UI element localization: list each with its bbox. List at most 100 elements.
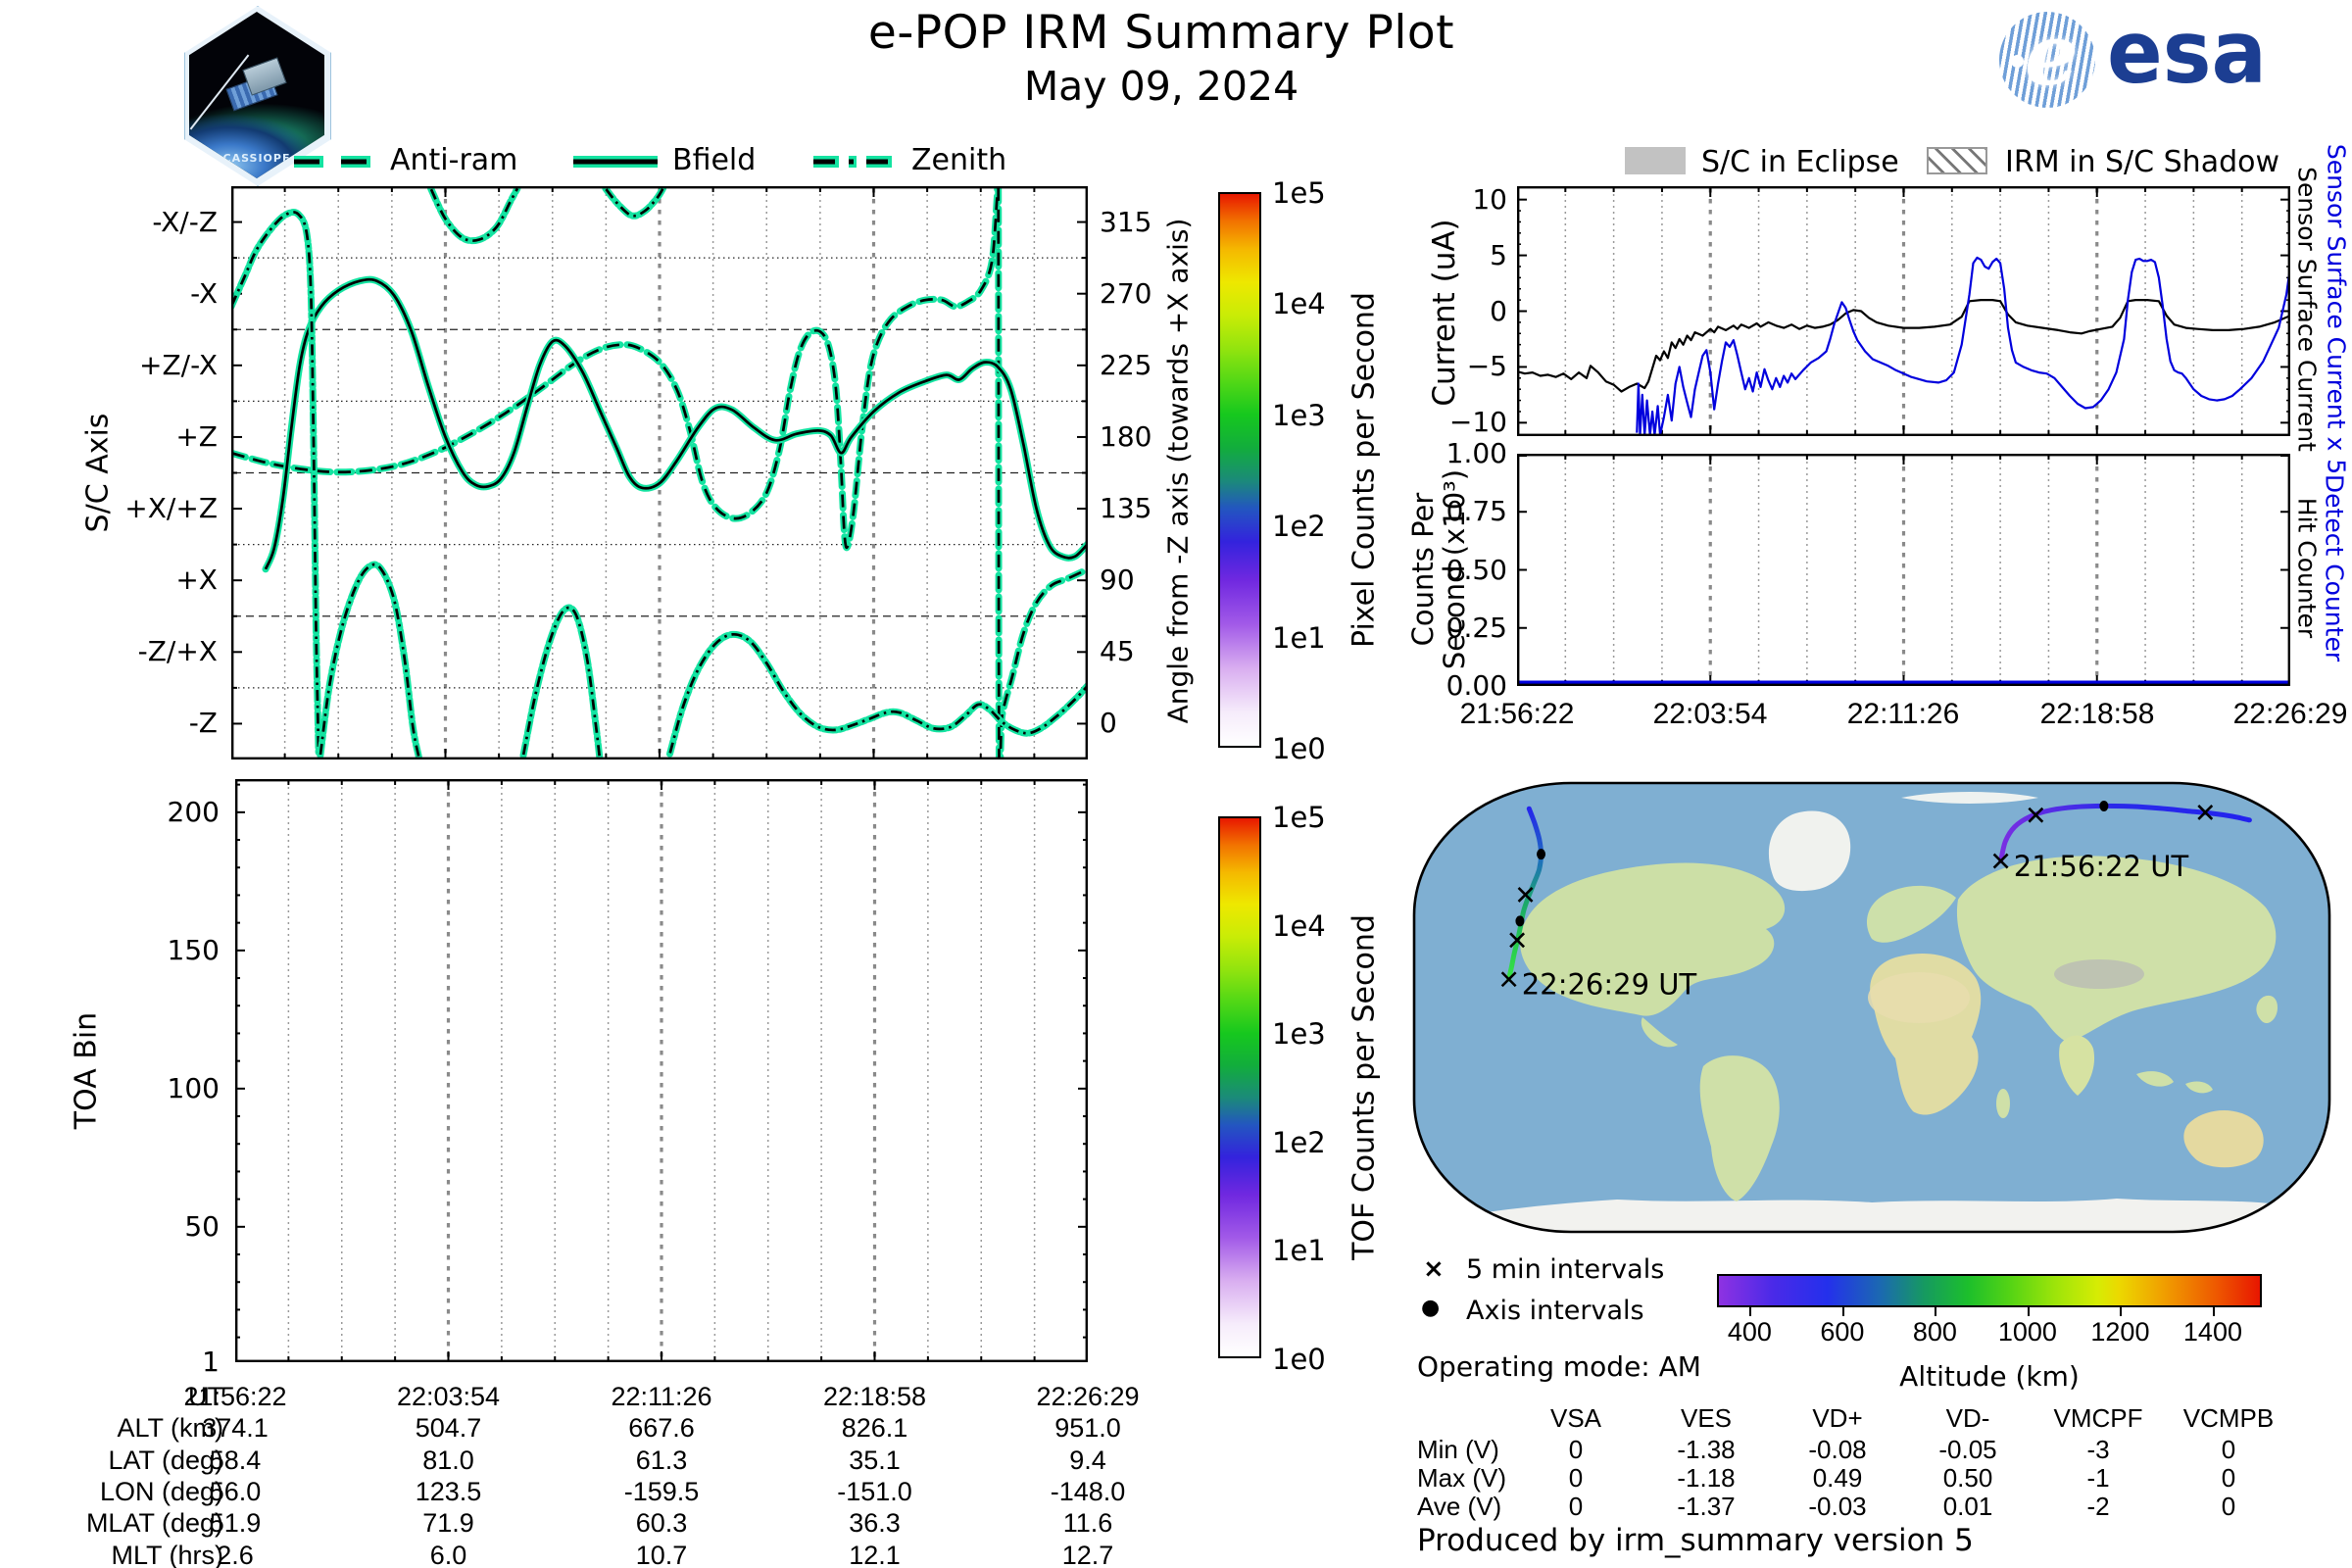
pixel-counts-colorbar: [1218, 192, 1261, 748]
pixel-colorbar-tick: 1e5: [1272, 176, 1326, 210]
esa-globe-icon: e: [1999, 12, 2095, 108]
voltage-cell: -3: [2086, 1435, 2110, 1464]
ephemeris-cell: 35.1: [849, 1445, 901, 1475]
ephemeris-cell: 60.3: [635, 1508, 688, 1539]
sc-axis-ytick-label: +X: [175, 564, 218, 597]
tof-colorbar-tick: 1e1: [1272, 1234, 1326, 1268]
ephemeris-cell: 71.9: [422, 1508, 474, 1539]
ephemeris-cell: -159.5: [623, 1476, 700, 1506]
tof-colorbar-tick: 1e0: [1272, 1343, 1326, 1376]
altitude-tick-label: 400: [1727, 1317, 1772, 1347]
counts-plot: [1517, 454, 2290, 686]
pixel-colorbar-tick: 1e0: [1272, 732, 1326, 765]
pixel-colorbar-tick: 1e2: [1272, 510, 1326, 544]
esa-globe-dot: [2011, 55, 2024, 68]
toa-ytick-label: 150: [167, 933, 220, 966]
pixel-colorbar-tick: 1e1: [1272, 620, 1326, 655]
current-ytick-label: −5: [1466, 350, 1507, 383]
altitude-tick-mark: [2212, 1307, 2215, 1316]
voltage-cell: 0.50: [1942, 1463, 1993, 1493]
altitude-tick-label: 600: [1820, 1317, 1865, 1347]
sc-axis-ytick-label: +Z: [175, 419, 218, 453]
counts-ytick-label: 0.00: [1446, 669, 1507, 702]
current-ytick-label: −10: [1448, 406, 1507, 439]
angle-ytick-label: 0: [1100, 707, 1117, 740]
voltage-cell: -0.03: [1808, 1492, 1867, 1521]
voltage-column-header: VCMPB: [2182, 1403, 2275, 1433]
sc-axis-ytick-label: +Z/-X: [139, 348, 218, 381]
pixel-counts-colorbar-label: Pixel Counts per Second: [1347, 292, 1382, 648]
voltage-column-header: VSA: [1549, 1403, 1602, 1433]
ephemeris-row-label: MLT (hrs): [111, 1540, 224, 1568]
sc-axis-ytick-label: -X: [190, 276, 218, 310]
bfield-line-icon: [573, 156, 658, 168]
operating-mode-text: Operating mode: AM: [1417, 1350, 1701, 1383]
altitude-tick-mark: [2027, 1307, 2030, 1316]
tof-colorbar-tick: 1e5: [1272, 801, 1326, 834]
angle-ytick-label: 315: [1100, 205, 1152, 238]
sc-axis-ytick-label: -Z: [188, 707, 218, 740]
voltage-column-header: VD+: [1812, 1403, 1863, 1433]
sc-axis-plot: [231, 186, 1088, 760]
credit-text: Produced by irm_summary version 5: [1417, 1523, 1974, 1558]
voltage-cell: -1.18: [1677, 1463, 1736, 1493]
ephemeris-cell: 22:26:29: [1036, 1382, 1140, 1411]
current-ytick-label: 5: [1490, 238, 1507, 271]
antiram-line-icon: [294, 156, 378, 168]
ephemeris-cell: 22:11:26: [611, 1382, 712, 1411]
time-xtick-label: 22:26:29: [2232, 698, 2348, 730]
sc-axis-ytick-label: -Z/+X: [137, 635, 218, 668]
hit-counter-label: Hit Counter: [2292, 497, 2322, 639]
ephemeris-row-label: UT: [188, 1382, 223, 1411]
esa-e-glyph: e: [2025, 12, 2079, 105]
counts-ytick-label: 0.75: [1446, 495, 1507, 528]
ephemeris-cell: 10.7: [635, 1540, 688, 1568]
altitude-colorbar-label: Altitude (km): [1899, 1360, 2080, 1393]
eclipse-swatch-icon: [1625, 147, 1686, 174]
sc-axis-ytick-label: +X/+Z: [124, 492, 218, 525]
voltage-cell: 0: [2221, 1435, 2236, 1464]
altitude-tick-mark: [1841, 1307, 1844, 1316]
voltage-cell: 0: [1568, 1435, 1584, 1464]
esa-wordmark: esa: [2107, 2, 2267, 103]
tof-colorbar-tick: 1e4: [1272, 908, 1326, 943]
ephemeris-cell: 81.0: [422, 1445, 474, 1475]
angle-ytick-label: 270: [1100, 276, 1152, 310]
legend-label-eclipse: S/C in Eclipse: [1701, 145, 1899, 179]
tof-colorbar-tick: 1e3: [1272, 1017, 1326, 1052]
ephemeris-cell: 123.5: [415, 1476, 482, 1506]
angle-ytick-label: 180: [1100, 419, 1152, 453]
altitude-tick-mark: [2120, 1307, 2123, 1316]
toa-ytick-label: 200: [167, 795, 220, 828]
current-ytick-label: 10: [1472, 182, 1507, 216]
counts-ytick-label: 0.25: [1446, 611, 1507, 644]
legend-label-axis-intervals: Axis intervals: [1466, 1296, 1644, 1326]
angle-ytick-label: 225: [1100, 348, 1152, 381]
time-xtick-label: 22:18:58: [2039, 698, 2155, 730]
voltage-cell: 0: [1568, 1463, 1584, 1493]
legend-label-shadow: IRM in S/C Shadow: [2005, 145, 2280, 179]
voltage-cell: -1.37: [1677, 1492, 1736, 1521]
voltage-row-label: Ave (V): [1417, 1492, 1502, 1521]
altitude-tick-label: 1000: [1997, 1317, 2057, 1347]
ephemeris-cell: 12.1: [849, 1540, 901, 1568]
sc-axis-ytick-label: -X/-Z: [152, 205, 218, 238]
ephemeris-cell: -148.0: [1050, 1476, 1126, 1506]
zenith-line-icon: [813, 156, 898, 168]
ephemeris-cell: 22:03:54: [396, 1382, 501, 1411]
altitude-tick-mark: [1749, 1307, 1752, 1316]
ephemeris-cell: 12.7: [1061, 1540, 1114, 1568]
sc-axis-ylabel: S/C Axis: [80, 413, 116, 533]
voltage-cell: 0: [1568, 1492, 1584, 1521]
angle-ytick-label: 45: [1100, 635, 1135, 668]
voltage-cell: 0: [2221, 1492, 2236, 1521]
legend-label-antiram: Anti-ram: [390, 143, 518, 177]
ephemeris-cell: -151.0: [837, 1476, 912, 1506]
toa-ytick-label: 100: [167, 1071, 220, 1104]
legend-label-bfield: Bfield: [672, 143, 757, 177]
ephemeris-row-label: LAT (deg): [108, 1445, 223, 1475]
patch-label: CASSIOPE: [222, 152, 291, 165]
altitude-tick-label: 800: [1912, 1317, 1957, 1347]
shadow-hatch-swatch-icon: [1927, 147, 1987, 174]
